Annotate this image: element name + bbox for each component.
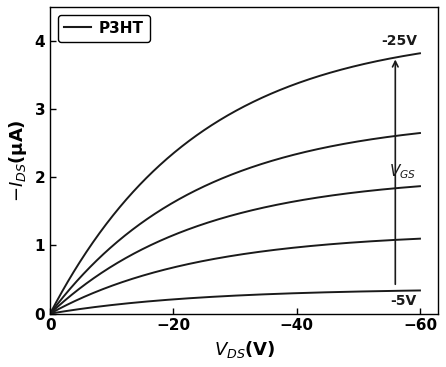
Text: -25V: -25V [381,34,417,48]
Legend: P3HT: P3HT [58,15,150,42]
Text: $V_{GS}$: $V_{GS}$ [389,163,416,181]
X-axis label: $V_{DS}$(V): $V_{DS}$(V) [214,339,275,360]
Text: -5V: -5V [391,294,417,308]
Y-axis label: $-I_{DS}$(μA): $-I_{DS}$(μA) [7,119,29,201]
